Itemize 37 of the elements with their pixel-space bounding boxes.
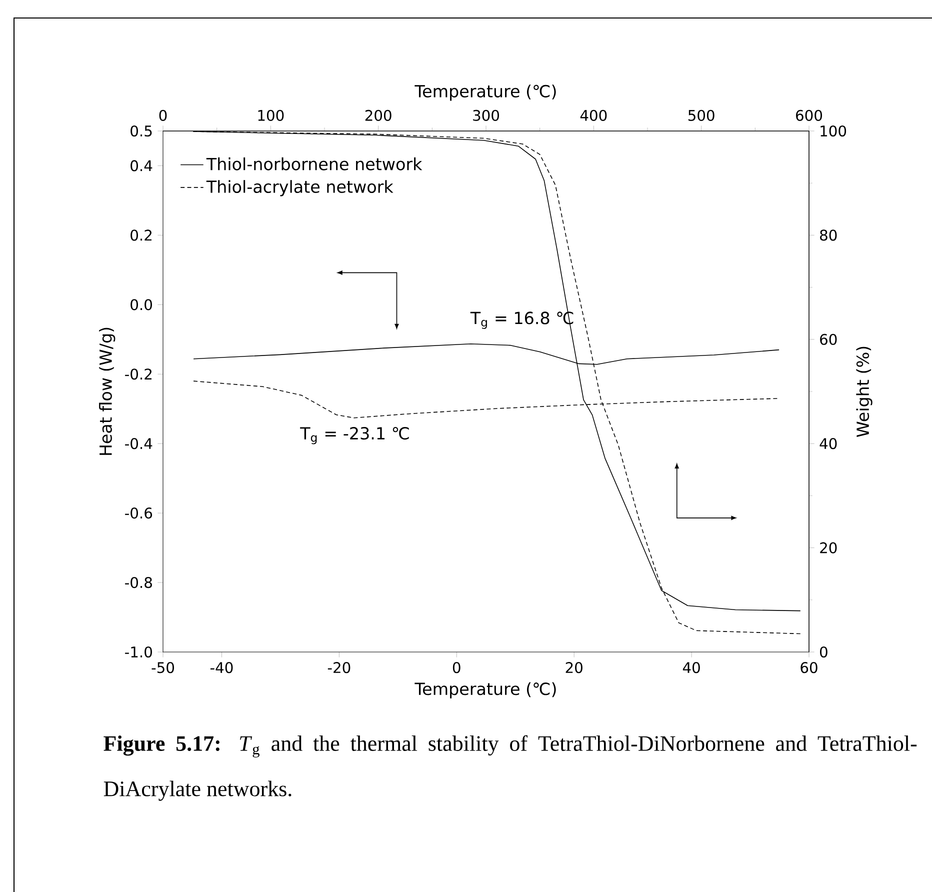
y-tick-label: -1.0 [125, 646, 152, 658]
annotation: T$_{g}$ = -23.1 ℃ [300, 426, 409, 444]
x-tick-label: 60 [800, 662, 818, 674]
x-tick-label: 300 [473, 110, 500, 121]
y-tick-label: 20 [820, 542, 837, 554]
y-tick-label: 40 [820, 438, 837, 450]
x-tick-label: -50 [152, 662, 174, 674]
x-axis-title: Temperature (℃) [414, 84, 556, 101]
y-tick-label: 80 [820, 230, 837, 241]
x-tick-label: 600 [796, 110, 822, 121]
legend-label: Thiol-acrylate network [206, 180, 394, 196]
y-tick-label: -0.8 [125, 576, 152, 588]
x-tick-label: -40 [210, 662, 233, 674]
x-tick-label: 20 [566, 662, 582, 674]
y-tick-label: 0 [820, 646, 828, 658]
y-tick-label: -0.4 [125, 438, 152, 450]
x-tick-label: 40 [682, 662, 700, 674]
text: Figure 5.17: T$_{g}$ and the thermal stability of TetraThiol-DiNorbornene and TetraThiol-DiAcrylate networks. [104, 735, 917, 801]
y-axis-title: Heat flow (W/g) [99, 328, 116, 455]
x-tick-label: 200 [365, 110, 392, 121]
y-tick-label: 0.4 [130, 160, 152, 172]
y-tick-label: -0.6 [125, 508, 152, 519]
x-tick-label: -20 [328, 662, 350, 674]
y-tick-label: 0.5 [130, 125, 152, 137]
x-tick-label: 100 [258, 110, 284, 121]
x-tick-label: 500 [688, 110, 714, 121]
x-tick-label: 400 [580, 110, 607, 121]
y-tick-label: 0.2 [130, 230, 152, 241]
x-tick-label: 0 [452, 662, 460, 674]
y-tick-label: 0.0 [130, 299, 152, 310]
x-tick-label: 0 [159, 110, 167, 121]
legend-label: Thiol-norbornene network [206, 157, 422, 170]
y-tick-label: 100 [820, 125, 846, 137]
y-axis-title: Weight (%) [856, 346, 872, 438]
y-tick-label: -0.2 [125, 368, 152, 380]
y-tick-label: 60 [820, 334, 837, 345]
x-axis-title: Temperature (℃) [414, 682, 556, 698]
